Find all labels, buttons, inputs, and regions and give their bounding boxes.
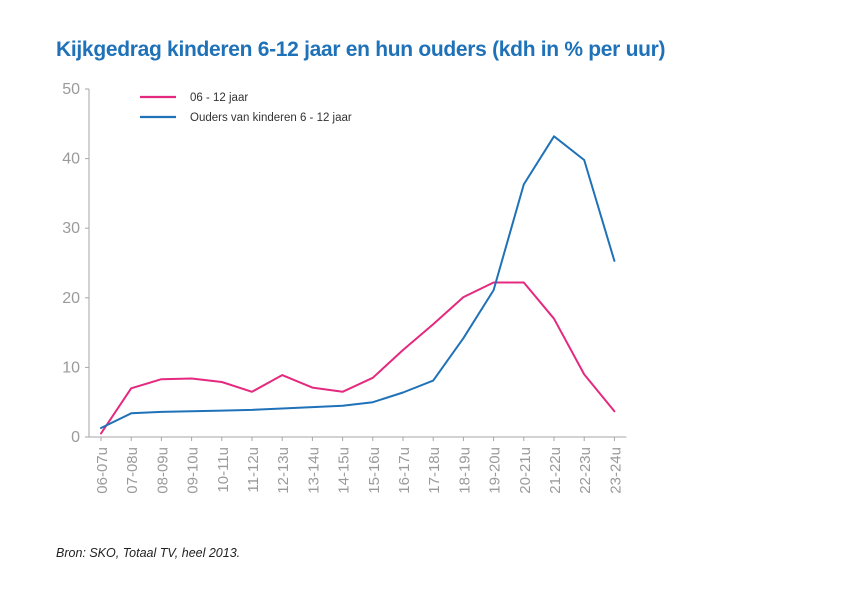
series-lines — [100, 135, 616, 435]
x-tick-label: 09-10u — [185, 447, 202, 494]
x-tick-label: 11-12u — [245, 447, 262, 493]
x-tick-label: 12-13u — [275, 447, 292, 494]
chart-axes — [88, 89, 627, 438]
y-tick-label: 10 — [62, 359, 80, 376]
series-line-kids — [100, 281, 616, 435]
x-tick-label: 15-16u — [366, 447, 383, 494]
x-tick-label: 16-17u — [396, 447, 413, 494]
chart-title: Kijkgedrag kinderen 6-12 jaar en hun oud… — [56, 38, 666, 61]
x-tick-label: 17-18u — [426, 447, 443, 494]
y-tick-label: 50 — [62, 81, 80, 98]
y-tick-label: 30 — [62, 220, 80, 237]
x-tick-label: 22-23u — [577, 447, 594, 494]
x-tick-label: 19-20u — [487, 447, 504, 494]
series-line-parents — [100, 135, 616, 429]
y-axis-ticks: 0 10 20 30 40 50 — [62, 81, 89, 446]
y-tick-label: 20 — [62, 290, 80, 307]
legend-label: Ouders van kinderen 6 - 12 jaar — [190, 112, 352, 124]
y-tick-label: 40 — [62, 151, 80, 168]
x-tick-label: 21-22u — [547, 447, 564, 494]
legend-label: 06 - 12 jaar — [190, 92, 248, 104]
chart-legend: 06 - 12 jaar Ouders van kinderen 6 - 12 j… — [140, 92, 352, 124]
x-tick-label: 07-08u — [124, 447, 141, 494]
x-axis-ticks: 06-07u 07-08u 08-09u 09-10u 10-11u 11-12u 12-1… — [94, 437, 624, 494]
source-note: Bron: SKO, Totaal TV, heel 2013. — [56, 546, 241, 560]
y-tick-label: 0 — [71, 429, 80, 446]
x-tick-label: 10-11u — [215, 447, 232, 493]
x-tick-label: 08-09u — [154, 447, 171, 494]
x-tick-label: 13-14u — [305, 447, 322, 494]
x-tick-label: 23-24u — [607, 447, 624, 494]
x-tick-label: 20-21u — [517, 447, 534, 494]
x-tick-label: 18-19u — [456, 447, 473, 494]
x-tick-label: 06-07u — [94, 447, 111, 494]
x-tick-label: 14-15u — [336, 447, 353, 494]
